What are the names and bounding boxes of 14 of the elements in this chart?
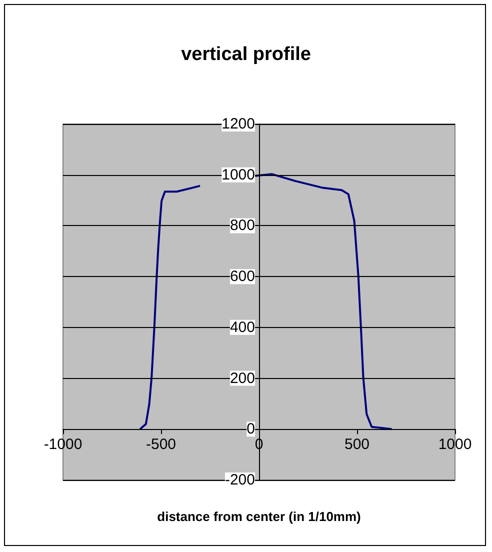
y-tick-label: 0 [246, 420, 255, 438]
y-tick-label: -200 [224, 472, 255, 488]
x-axis-title: distance from center (in 1/10mm) [157, 509, 361, 524]
y-tick-label: 600 [230, 268, 255, 286]
x-tick-label: 1000 [438, 436, 472, 454]
x-tick-label: -1000 [44, 436, 82, 454]
y-tick-label: 1000 [222, 166, 255, 184]
chart-title: vertical profile [181, 44, 311, 65]
x-tick-label: -500 [146, 436, 176, 454]
y-tick-label: 200 [230, 370, 255, 387]
y-tick-label: 1200 [222, 116, 255, 132]
x-tick-label: 500 [344, 436, 370, 454]
y-tick-label: 800 [230, 217, 255, 234]
y-tick-label: 400 [230, 318, 255, 336]
